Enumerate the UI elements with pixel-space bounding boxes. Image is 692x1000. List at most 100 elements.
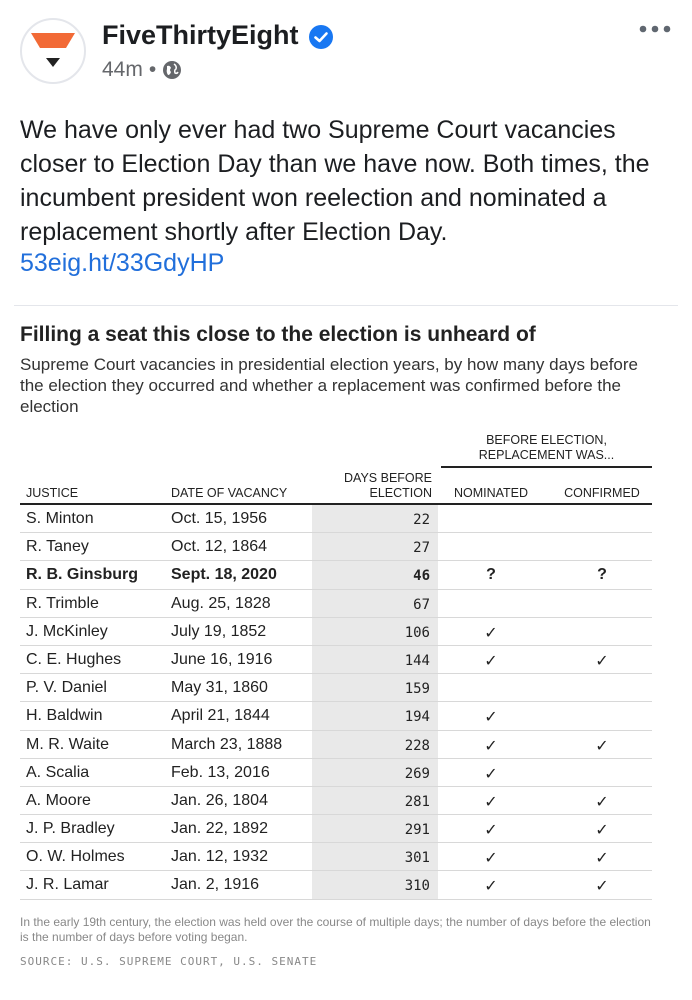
date-cell: July 19, 1852 (171, 622, 267, 640)
days-cell-background (312, 758, 438, 786)
days-cell: 228 (404, 737, 430, 754)
post-link[interactable]: 53eig.ht/33GdyHP (20, 249, 225, 277)
table-row: S. Minton Oct. 15, 1956 22 (20, 505, 652, 534)
source-note: SOURCE: U.S. SUPREME COURT, U.S. SENATE (20, 955, 318, 968)
days-cell-background (312, 505, 438, 533)
graphic-subtitle: Supreme Court vacancies in presidential … (20, 355, 638, 416)
days-cell: 159 (404, 681, 430, 698)
date-cell: May 31, 1860 (171, 679, 268, 697)
days-cell: 27 (413, 540, 430, 557)
justice-cell: J. McKinley (26, 622, 108, 640)
table-row: J. R. Lamar Jan. 2, 1916 310 ✓ ✓ (20, 871, 652, 900)
justice-cell: H. Baldwin (26, 707, 103, 725)
header-days: DAYS BEFORE ELECTION (344, 471, 432, 500)
nominated-cell: ? (486, 566, 496, 584)
nominated-cell: ✓ (484, 737, 498, 755)
justice-cell: J. P. Bradley (26, 820, 115, 838)
table-row: R. Trimble Aug. 25, 1828 67 (20, 589, 652, 618)
days-cell-background (312, 730, 438, 758)
nominated-cell: ✓ (484, 793, 498, 811)
justice-cell: A. Scalia (26, 763, 90, 781)
table-row: C. E. Hughes June 16, 1916 144 ✓ ✓ (20, 645, 652, 675)
days-cell: 46 (413, 568, 430, 585)
days-cell: 281 (404, 793, 430, 810)
header-rule (20, 503, 652, 505)
justice-cell: P. V. Daniel (26, 679, 107, 697)
days-cell-background (312, 589, 438, 617)
days-cell-background (312, 702, 438, 730)
confirmed-cell: ✓ (595, 652, 609, 670)
date-cell: April 21, 1844 (171, 707, 270, 725)
group-header: BEFORE ELECTION, REPLACEMENT WAS... (478, 433, 615, 462)
nominated-cell: ✓ (484, 850, 498, 868)
footnote: In the early 19th century, the election … (20, 915, 651, 944)
page-avatar[interactable] (20, 18, 86, 84)
table-row: J. McKinley July 19, 1852 106 ✓ (20, 617, 652, 646)
date-cell: Jan. 12, 1932 (171, 848, 268, 866)
table-row: H. Baldwin April 21, 1844 194 ✓ (20, 702, 652, 731)
more-options-icon[interactable] (638, 20, 672, 38)
nominated-cell: ✓ (484, 624, 498, 642)
days-cell-background (312, 674, 438, 702)
days-cell-background (312, 786, 438, 815)
nominated-cell: ✓ (484, 709, 498, 727)
header-justice: JUSTICE (26, 486, 79, 500)
page-name[interactable]: FiveThirtyEight (102, 20, 299, 50)
confirmed-cell: ✓ (595, 850, 609, 868)
days-cell: 106 (404, 624, 430, 641)
date-cell: Oct. 15, 1956 (171, 510, 268, 527)
group-header-rule (441, 466, 652, 468)
confirmed-cell: ✓ (595, 737, 609, 755)
date-cell: Jan. 22, 1892 (171, 820, 268, 838)
table-row: R. B. Ginsburg Sept. 18, 2020 46?? (20, 561, 652, 590)
graphic-title: Filling a seat this close to the electio… (20, 323, 536, 346)
confirmed-cell: ✓ (595, 822, 609, 840)
date-cell: Sept. 18, 2020 (171, 566, 277, 584)
table-row: M. R. Waite March 23, 1888 228 ✓ ✓ (20, 730, 652, 759)
justice-cell: J. R. Lamar (26, 876, 109, 894)
days-cell: 301 (404, 850, 430, 867)
date-cell: Jan. 2, 1916 (171, 876, 260, 894)
days-cell-background (312, 617, 438, 645)
days-cell: 310 (404, 878, 430, 895)
header-date: DATE OF VACANCY (171, 486, 288, 500)
days-cell-background (312, 533, 438, 561)
days-cell: 291 (404, 822, 430, 839)
table-row: J. P. Bradley Jan. 22, 1892 291 ✓ ✓ (20, 815, 652, 844)
date-cell: Jan. 26, 1804 (171, 791, 268, 809)
nominated-cell: ✓ (484, 878, 498, 896)
post-header: FiveThirtyEight 44m • (20, 14, 672, 86)
justice-cell: A. Moore (26, 791, 91, 809)
graphic-divider (14, 305, 678, 306)
justice-cell: O. W. Holmes (26, 848, 125, 866)
date-cell: Oct. 12, 1864 (171, 538, 268, 556)
table-row: O. W. Holmes Jan. 12, 1932 301 ✓ ✓ (20, 843, 652, 872)
post-meta: 44m • (102, 58, 182, 82)
date-cell: Aug. 25, 1828 (171, 594, 271, 612)
table-row: A. Moore Jan. 26, 1804 281 ✓ ✓ (20, 786, 652, 816)
days-cell-background (312, 871, 438, 899)
justice-cell: R. Taney (26, 538, 89, 556)
confirmed-cell: ? (597, 566, 607, 584)
nominated-cell: ✓ (484, 652, 498, 670)
fivethirtyeight-logo-icon (31, 33, 75, 67)
confirmed-cell: ✓ (595, 793, 609, 811)
post-time[interactable]: 44m (102, 58, 143, 81)
nominated-cell: ✓ (484, 822, 498, 840)
verified-badge-icon (309, 25, 333, 49)
days-cell: 194 (404, 709, 430, 726)
attached-graphic[interactable]: Filling a seat this close to the electio… (0, 295, 692, 1000)
days-cell-background (312, 843, 438, 871)
post-text: We have only ever had two Supreme Court … (20, 116, 650, 246)
days-cell: 144 (404, 652, 430, 669)
confirmed-cell: ✓ (595, 878, 609, 896)
justice-cell: M. R. Waite (26, 735, 109, 753)
date-cell: June 16, 1916 (171, 650, 273, 668)
table-row: R. Taney Oct. 12, 1864 27 (20, 533, 652, 562)
table-row: A. Scalia Feb. 13, 2016 269 ✓ (20, 758, 652, 787)
nominated-cell: ✓ (484, 765, 498, 783)
justice-cell: C. E. Hughes (26, 650, 122, 668)
justice-cell: S. Minton (26, 510, 94, 527)
justice-cell: R. Trimble (26, 594, 99, 612)
days-cell-background (312, 645, 438, 674)
